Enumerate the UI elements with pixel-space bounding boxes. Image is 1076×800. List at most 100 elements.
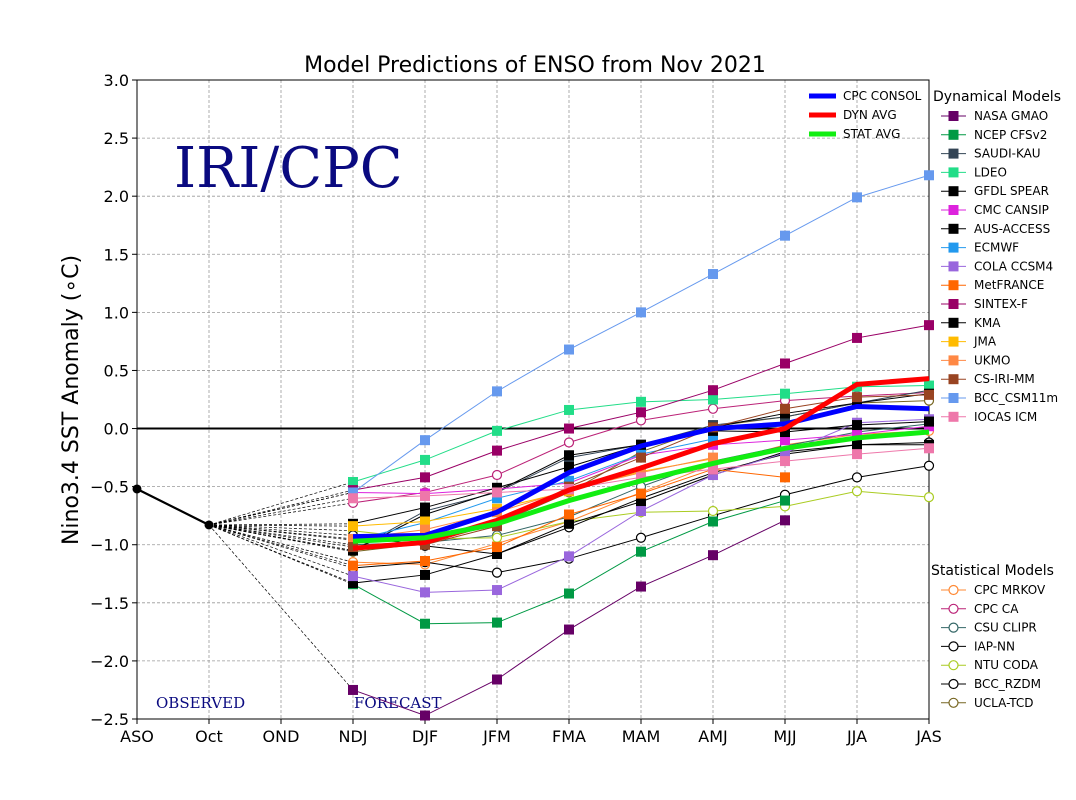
y-tick-label: 0.5 <box>104 361 129 380</box>
legend-marker-sintex-f <box>948 299 959 309</box>
legend-marker-cpc-mrkov <box>948 584 959 596</box>
fan-line <box>208 524 354 691</box>
dyn-series-bcc-csm11m <box>348 170 934 498</box>
avg-series-stat-avg <box>352 429 930 544</box>
point-sintex-f <box>924 320 934 331</box>
point-ukmo <box>420 524 430 535</box>
point-metfrance <box>564 509 574 520</box>
fan-line <box>208 524 354 569</box>
y-tick-label: −2.0 <box>90 652 129 671</box>
legend-label-stat-avg: STAT AVG <box>843 127 900 141</box>
y-tick-label: 2.0 <box>104 187 129 206</box>
point-sintex-f <box>636 407 646 418</box>
legend-marker-bcc-rzdm <box>948 678 959 690</box>
point-kma <box>564 461 574 472</box>
point-metfrance <box>780 472 790 483</box>
point-cs-iri-mm <box>780 403 790 414</box>
point-sintex-f <box>420 472 430 483</box>
legend-label-ukmo: UKMO <box>974 353 1010 367</box>
point-ldeo <box>348 476 358 487</box>
model-series <box>347 170 935 721</box>
point-metfrance <box>420 555 430 566</box>
legend-label-cola-ccsm4: COLA CCSM4 <box>974 259 1053 273</box>
fan-line <box>208 524 354 584</box>
x-tick-label-amj: AMJ <box>698 727 727 746</box>
point-sintex-f <box>780 358 790 369</box>
x-tick-label-mjj: MJJ <box>773 727 796 746</box>
x-tick-label-ond: OND <box>263 727 300 746</box>
observed-label: OBSERVED <box>156 694 245 712</box>
legend-marker-jma <box>948 336 959 347</box>
fan-line <box>208 523 354 526</box>
point-nasa-gmao <box>708 550 718 561</box>
point-gfdl-spear <box>564 450 574 461</box>
point-nasa-gmao <box>636 581 646 592</box>
legends: CPC CONSOL DYN AVG STAT AVG Dynamical Model… <box>809 89 1061 710</box>
point-cola-ccsm4 <box>420 587 430 598</box>
y-tick-label: −1.5 <box>90 594 129 613</box>
legend-label-csu-clipr: CSU CLIPR <box>974 621 1037 635</box>
legend-marker-ucla-tcd <box>948 697 959 708</box>
point-sintex-f <box>492 445 502 456</box>
point-ncep-cfsv2 <box>636 546 646 557</box>
legend-marker-ecmwf <box>948 242 959 253</box>
point-ntu-coda <box>707 505 719 517</box>
dyn-series-ecmwf <box>348 434 718 546</box>
point-ecmwf <box>564 475 574 486</box>
point-ncep-cfsv2 <box>564 588 574 599</box>
point-kma <box>852 420 862 431</box>
x-tick-label-oct: Oct <box>195 727 223 746</box>
y-tick-label: −2.5 <box>90 710 129 729</box>
y-tick-label: −0.5 <box>90 478 129 497</box>
legend-marker-kma <box>948 317 959 328</box>
point-ldeo <box>492 425 502 436</box>
point-cs-iri-mm <box>636 452 646 463</box>
point-ncep-cfsv2 <box>492 617 502 628</box>
legend-label-nasa-gmao: NASA GMAO <box>974 109 1048 123</box>
point-bcc-csm11m <box>564 344 574 355</box>
point-cola-ccsm4 <box>492 585 502 596</box>
average-series <box>352 376 930 551</box>
point-ldeo <box>924 380 934 391</box>
x-tick-label-djf: DJF <box>412 727 438 746</box>
legend-marker-iap-nn <box>948 641 959 652</box>
fan-line <box>208 524 354 548</box>
fan-line <box>208 524 354 532</box>
statistical-legend-title: Statistical Models <box>931 563 1054 579</box>
legend-label-bcc-rzdm: BCC_RZDM <box>974 677 1041 691</box>
point-ldeo <box>564 404 574 415</box>
point-cpc-ca <box>563 437 575 448</box>
y-tick-label: 2.5 <box>104 129 129 148</box>
y-tick-label: 0.0 <box>104 420 129 439</box>
point-nasa-gmao <box>780 515 790 526</box>
legend-label-cpc-ca: CPC CA <box>974 602 1019 616</box>
point-ntu-coda <box>851 486 863 497</box>
y-axis-label: Nino3.4 SST Anomaly (∘C) <box>59 255 84 545</box>
legend-marker-ntu-coda <box>948 660 959 671</box>
legend-label-ncep-cfsv2: NCEP CFSv2 <box>974 128 1047 142</box>
point-sintex-f <box>708 385 718 396</box>
dyn-series-ldeo <box>348 380 934 487</box>
point-cmc-cansip <box>780 435 790 446</box>
legend-label-metfrance: MetFRANCE <box>974 278 1044 292</box>
series-line-ukmo <box>352 457 714 540</box>
y-tick-label: 3.0 <box>104 71 129 90</box>
series-line-cpc-consol <box>352 403 930 540</box>
point-ecmwf <box>492 493 502 504</box>
point-iocas-icm <box>780 456 790 467</box>
point-ncep-cfsv2 <box>780 495 790 506</box>
point-iap-nn <box>923 460 935 471</box>
legend-marker-cs-iri-mm <box>948 374 959 385</box>
fan-line <box>208 524 354 577</box>
axes: ASO Oct OND NDJ DJF JFM FMA MAM AMJ MJJ JJA JAS −2.5… <box>90 71 942 746</box>
point-jma <box>420 516 430 527</box>
point-ncep-cfsv2 <box>420 618 430 629</box>
series-line-ecmwf <box>352 438 714 541</box>
legend-label-dyn-avg: DYN AVG <box>843 108 897 122</box>
fan-line <box>208 524 354 527</box>
point-cmc-cansip <box>852 429 862 440</box>
legend-marker-saudi-kau <box>948 148 959 159</box>
point-ldeo <box>708 394 718 405</box>
legend-label-bcc-csm11m: BCC_CSM11m <box>974 391 1058 405</box>
legend-label-iap-nn: IAP-NN <box>974 639 1015 653</box>
